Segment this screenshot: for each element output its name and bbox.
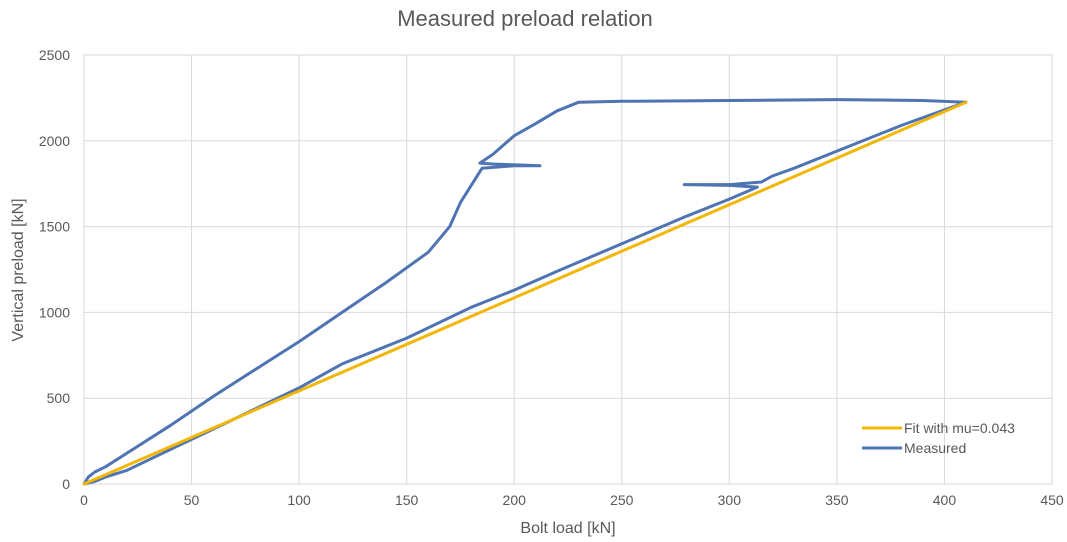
x-axis-title: Bolt load [kN]	[520, 520, 615, 537]
chart-title: Measured preload relation	[397, 6, 653, 31]
gridlines	[83, 54, 1053, 485]
y-tick-label: 0	[62, 476, 70, 492]
legend-label: Measured	[904, 440, 966, 456]
x-tick-label: 150	[395, 492, 419, 508]
y-tick-label: 2500	[39, 47, 70, 63]
y-tick-label: 1500	[39, 219, 70, 235]
y-tick-label: 2000	[39, 133, 70, 149]
x-tick-label: 350	[825, 492, 849, 508]
legend: Fit with mu=0.043 Measured	[862, 420, 1015, 456]
x-tick-label: 400	[933, 492, 957, 508]
legend-label: Fit with mu=0.043	[904, 420, 1015, 436]
series-lines	[82, 98, 968, 486]
x-tick-label: 450	[1040, 492, 1064, 508]
y-tick-label: 1000	[39, 304, 70, 320]
y-axis-title: Vertical preload [kN]	[10, 198, 27, 341]
x-tick-label: 300	[718, 492, 742, 508]
x-tick-label: 100	[287, 492, 311, 508]
x-tick-label: 50	[184, 492, 200, 508]
x-tick-label: 250	[610, 492, 634, 508]
x-tick-label: 200	[503, 492, 527, 508]
tick-labels: 0 50 100 150 200 250 300 350 400 450 0 500 1000 1500 2…	[39, 47, 1064, 508]
y-tick-label: 500	[47, 390, 71, 406]
x-tick-label: 0	[80, 492, 88, 508]
series-line-measured	[82, 98, 968, 486]
series-line-fit	[82, 100, 968, 486]
